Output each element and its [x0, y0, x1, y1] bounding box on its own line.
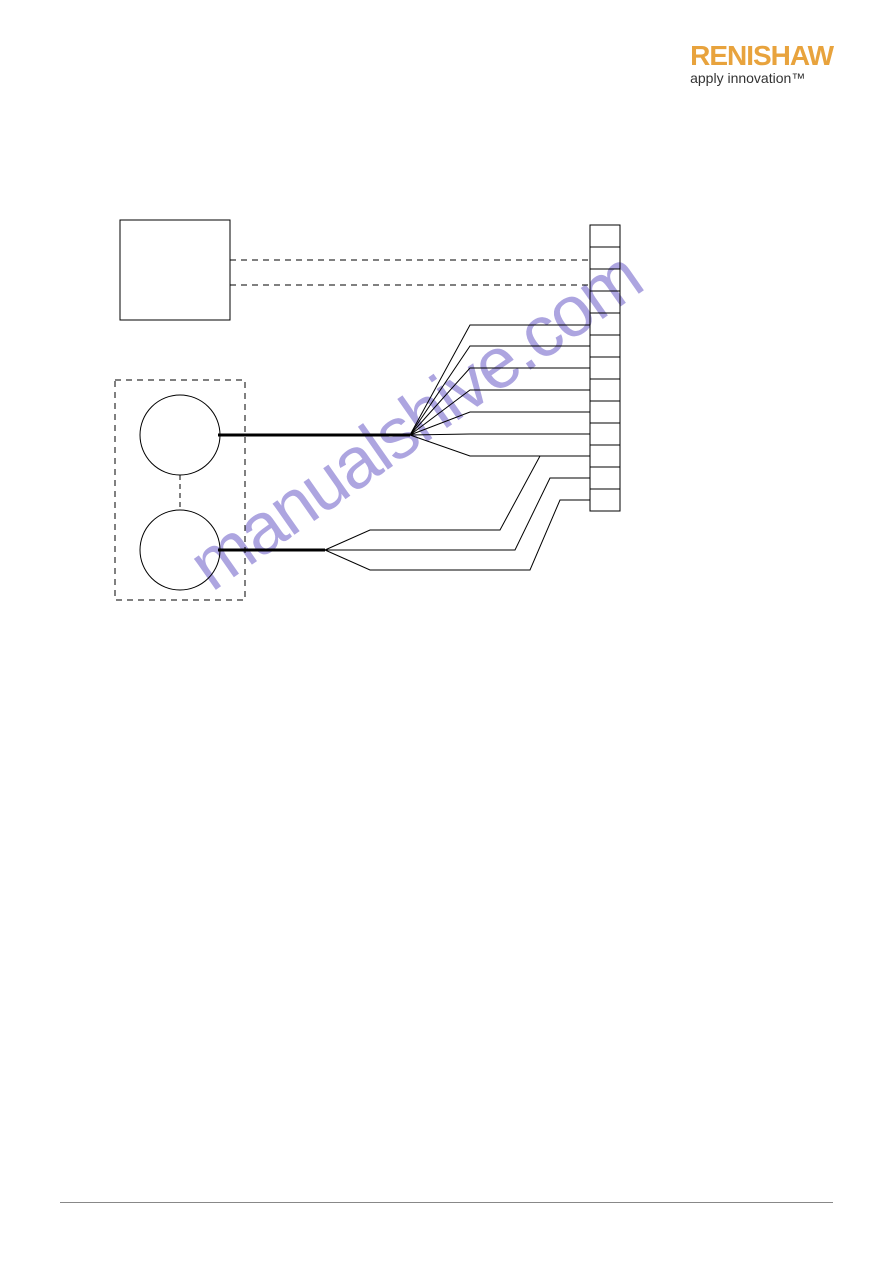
connector-group-box: [115, 380, 245, 600]
cable-top-fanout: [410, 325, 590, 456]
brand-name: RENISHAW: [690, 40, 833, 72]
terminal-block: [590, 225, 620, 511]
wiring-diagram: [100, 200, 700, 640]
brand-tagline: apply innovation™: [690, 70, 833, 86]
device-box: [120, 220, 230, 320]
connector-bottom: [140, 510, 220, 590]
brand-logo: RENISHAW apply innovation™: [690, 40, 833, 86]
cable-bottom-fanout: [325, 456, 590, 570]
connector-top: [140, 395, 220, 475]
footer-divider: [60, 1202, 833, 1203]
